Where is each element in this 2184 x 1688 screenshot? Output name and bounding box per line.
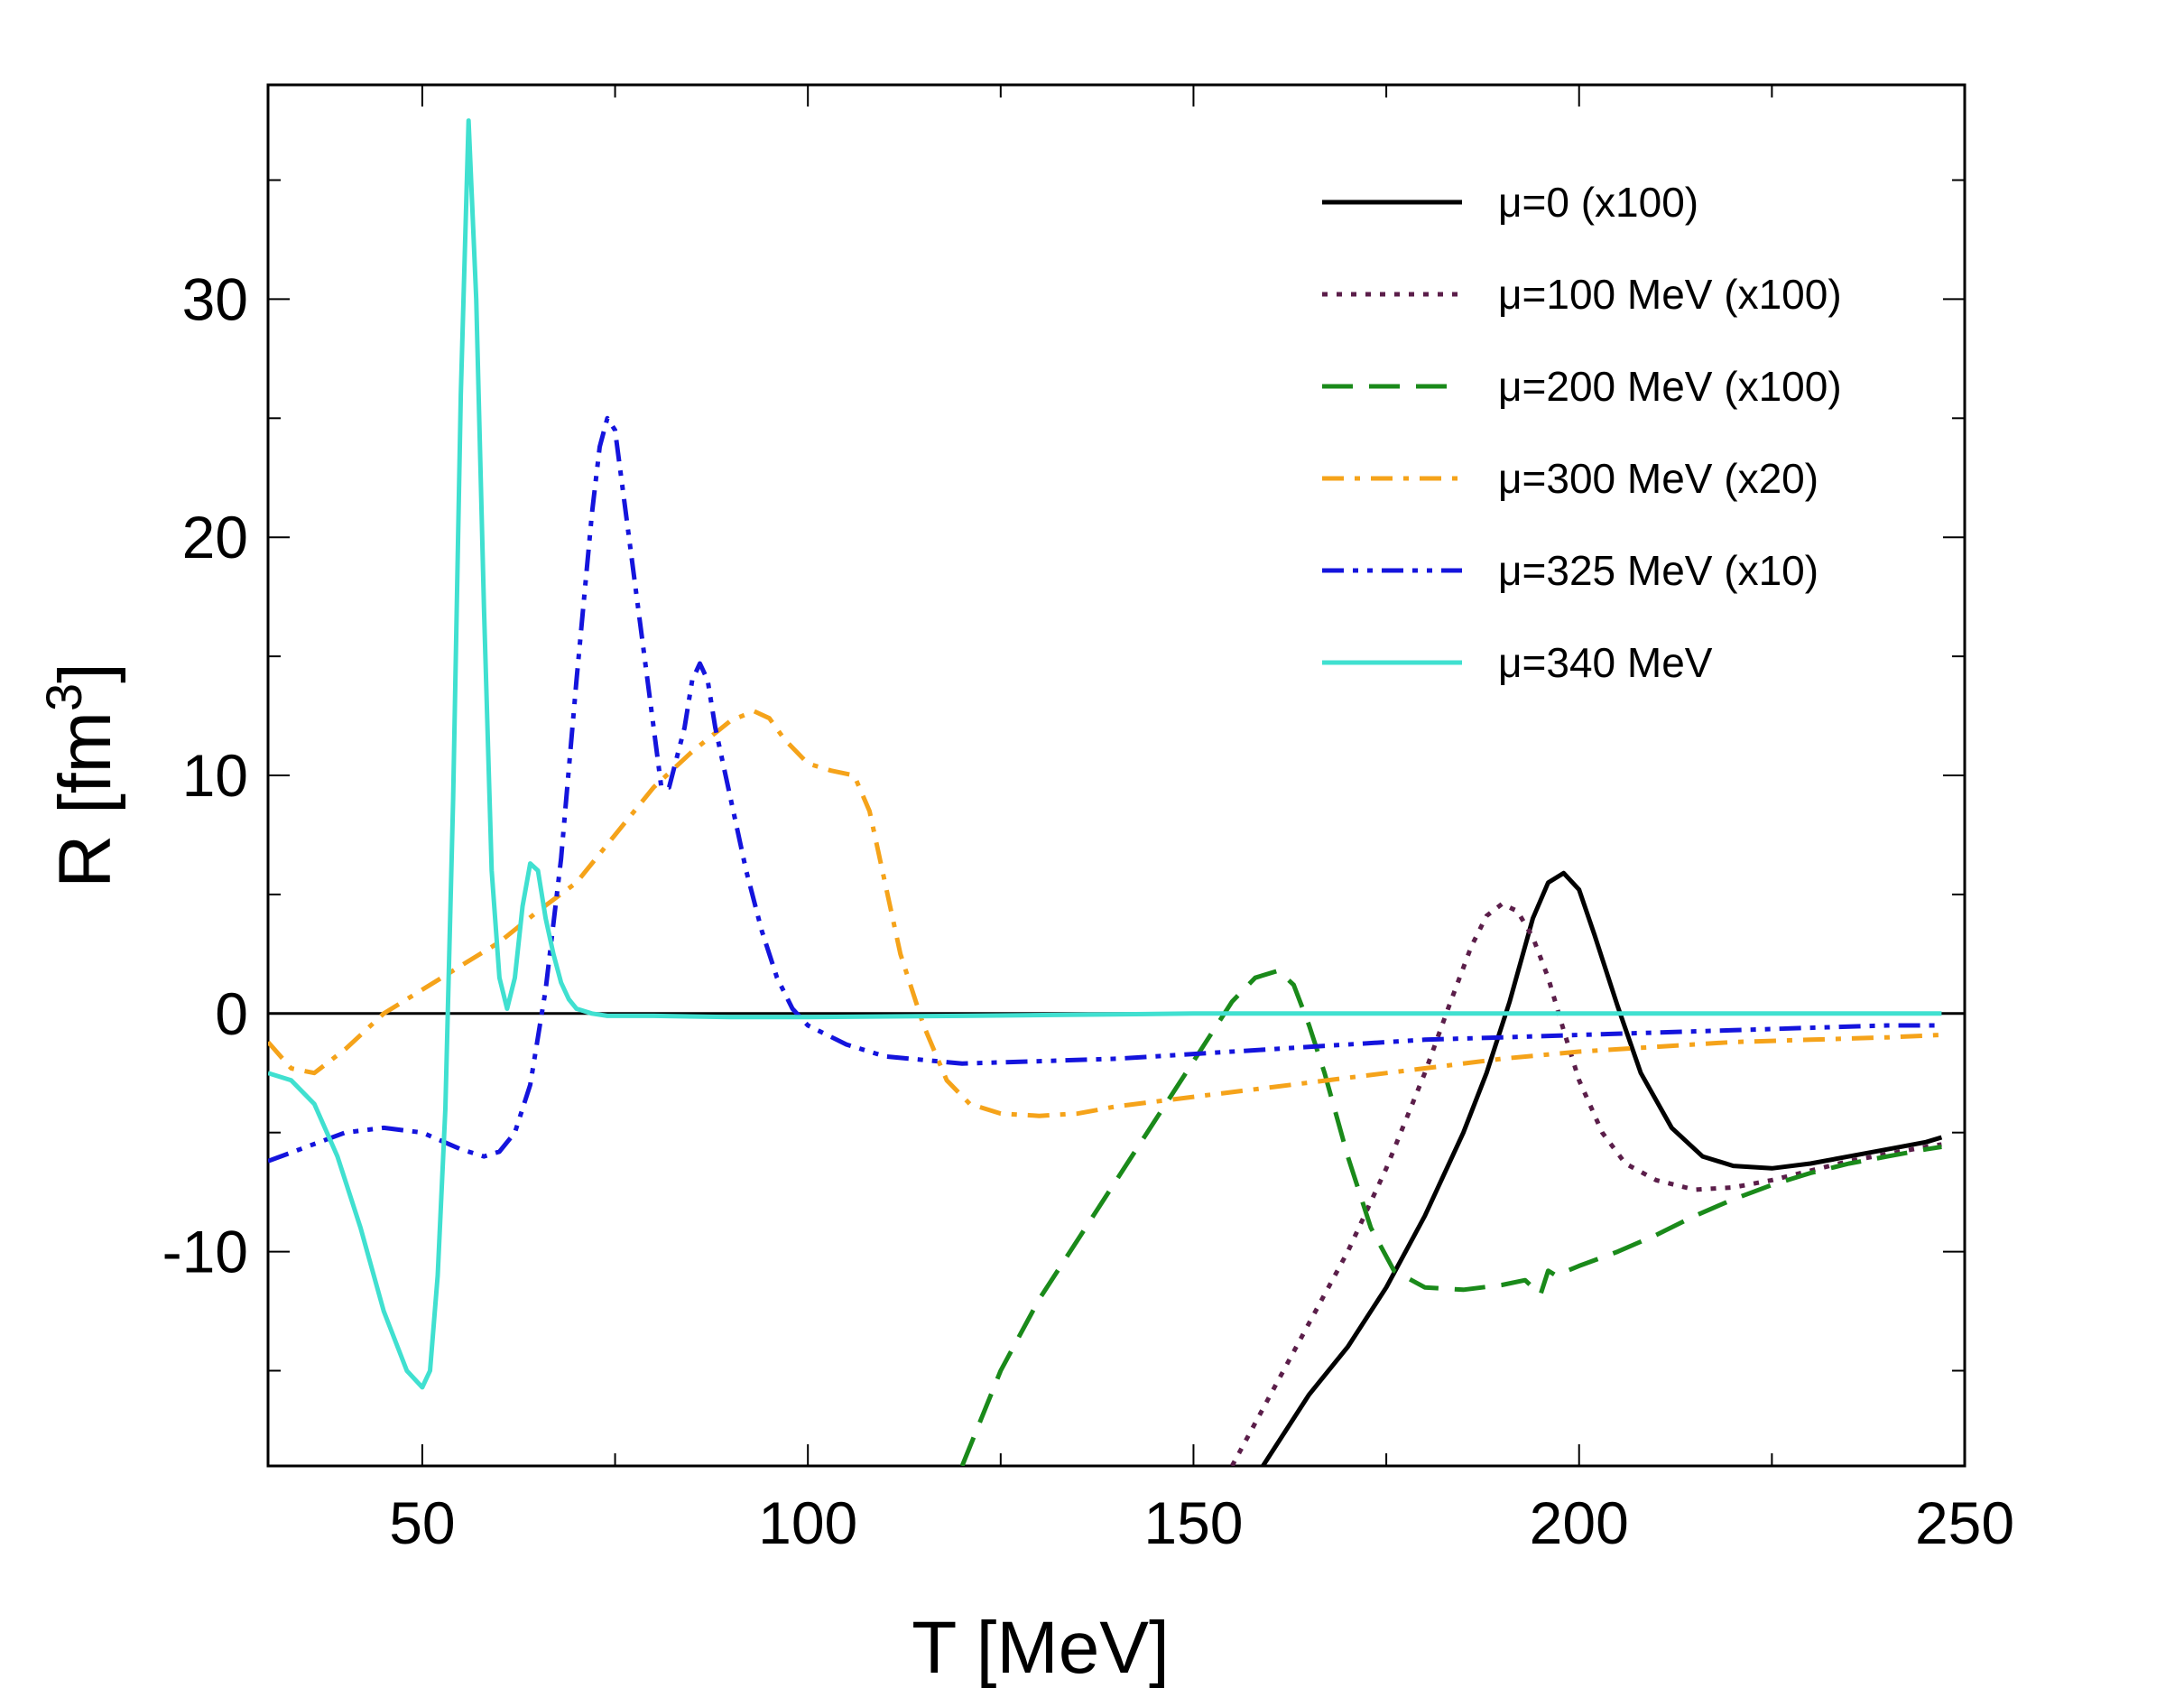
y-axis-label: R [fm3] [35, 663, 126, 888]
legend-label-6: μ=340 MeV [1498, 639, 1713, 686]
series-line-6 [268, 118, 1942, 1390]
x-tick-label: 250 [1915, 1489, 2014, 1556]
legend-label-1: μ=0 (x100) [1498, 179, 1698, 226]
x-axis-label: T [MeV] [912, 1607, 1170, 1688]
y-axis-label-main: R [fm [44, 711, 126, 888]
legend-label-4: μ=300 MeV (x20) [1498, 455, 1818, 502]
legend: μ=0 (x100) μ=100 MeV (x100) μ=200 MeV (x10… [1322, 179, 1842, 686]
series-group [268, 118, 1943, 1466]
y-tick-label: -10 [162, 1219, 248, 1285]
legend-label-2: μ=100 MeV (x100) [1498, 271, 1842, 318]
series-line-3 [959, 968, 1942, 1466]
x-tick-label: 50 [389, 1489, 455, 1556]
ticks [268, 85, 1966, 1466]
y-tick-label: 10 [182, 742, 248, 809]
y-axis-label-group: R [fm3] [35, 663, 126, 888]
x-tick-label: 200 [1530, 1489, 1629, 1556]
tick-labels: 50 100 150 200 250 -10 0 10 20 30 [162, 265, 2014, 1556]
series-line-4 [268, 709, 1942, 1118]
y-tick-label: 30 [182, 265, 248, 332]
y-axis-label-close: ] [44, 663, 126, 683]
x-tick-label: 100 [758, 1489, 857, 1556]
y-tick-label: 20 [182, 504, 248, 570]
x-tick-label: 150 [1143, 1489, 1243, 1556]
series-line-1 [1261, 870, 1943, 1466]
series-line-2 [1230, 901, 1942, 1466]
legend-label-5: μ=325 MeV (x10) [1498, 547, 1818, 594]
y-axis-label-sup: 3 [35, 683, 92, 711]
y-tick-label: 0 [215, 980, 248, 1047]
series-line-5 [268, 415, 1942, 1164]
legend-label-3: μ=200 MeV (x100) [1498, 363, 1842, 410]
